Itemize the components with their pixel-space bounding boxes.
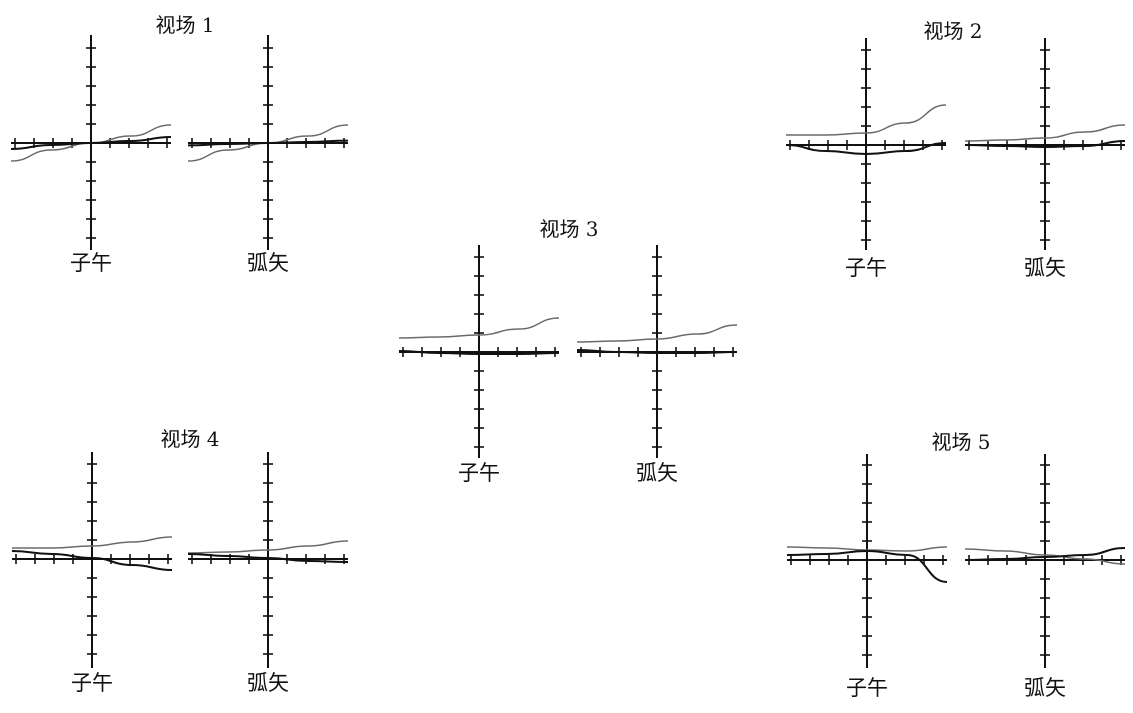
field-panel-1: 视场 1 子午 弧矢 (10, 13, 349, 275)
panel-title: 视场 3 (539, 217, 598, 241)
field-panel-2: 视场 2 子午 弧矢 (785, 19, 1126, 280)
field-panel-3: 视场 3 子午 弧矢 (398, 217, 738, 485)
ray-fan-curve-1 (398, 317, 560, 339)
subplot-tangential: 子午 (10, 35, 172, 275)
ray-fan-curve-2 (10, 136, 172, 150)
panel-title: 视场 5 (931, 430, 990, 454)
ray-fan-curve-1 (964, 548, 1126, 565)
ray-fan-curve-2 (11, 550, 173, 571)
subplot-sagittal: 弧矢 (187, 452, 349, 695)
panel-title: 视场 1 (155, 13, 214, 37)
subplot-sagittal: 弧矢 (964, 38, 1126, 280)
ray-fan-curve-1 (786, 104, 947, 136)
panel-title: 视场 2 (923, 19, 982, 43)
subplot-label: 弧矢 (636, 461, 678, 485)
subplot-label: 子午 (845, 256, 887, 280)
ray-fan-curve-2 (398, 350, 560, 356)
ray-fan-curve-2 (785, 142, 947, 156)
ray-fan-curve-2 (786, 549, 948, 583)
subplot-label: 弧矢 (247, 251, 289, 275)
subplot-label: 子午 (458, 461, 500, 485)
subplot-tangential: 子午 (398, 245, 560, 485)
subplot-label: 弧矢 (247, 671, 289, 695)
ray-fan-curve-1 (187, 540, 349, 554)
ray-fan-curve-2 (576, 349, 738, 354)
ray-fan-curve-1 (11, 536, 173, 549)
ray-fan-curve-2 (187, 553, 349, 563)
subplot-label: 子午 (71, 671, 113, 695)
field-panel-5: 视场 5 子午 弧矢 (786, 430, 1126, 700)
subplot-label: 子午 (70, 251, 112, 275)
ray-fan-curve-1 (964, 124, 1126, 142)
ray-fan-curve-2 (964, 140, 1126, 149)
subplot-label: 弧矢 (1024, 256, 1066, 280)
field-panel-4: 视场 4 子午 弧矢 (11, 427, 349, 695)
ray-fan-curve-1 (576, 324, 738, 343)
subplot-tangential: 子午 (786, 454, 948, 700)
ray-fan-curve-2 (187, 139, 349, 147)
subplot-sagittal: 弧矢 (576, 245, 738, 485)
subplot-label: 弧矢 (1024, 676, 1066, 700)
subplot-label: 子午 (846, 676, 888, 700)
subplot-tangential: 子午 (11, 452, 173, 695)
subplot-sagittal: 弧矢 (964, 454, 1126, 700)
subplot-sagittal: 弧矢 (187, 35, 349, 275)
ray-fan-curve-2 (964, 547, 1126, 561)
panel-title: 视场 4 (160, 427, 219, 451)
subplot-tangential: 子午 (785, 38, 947, 280)
